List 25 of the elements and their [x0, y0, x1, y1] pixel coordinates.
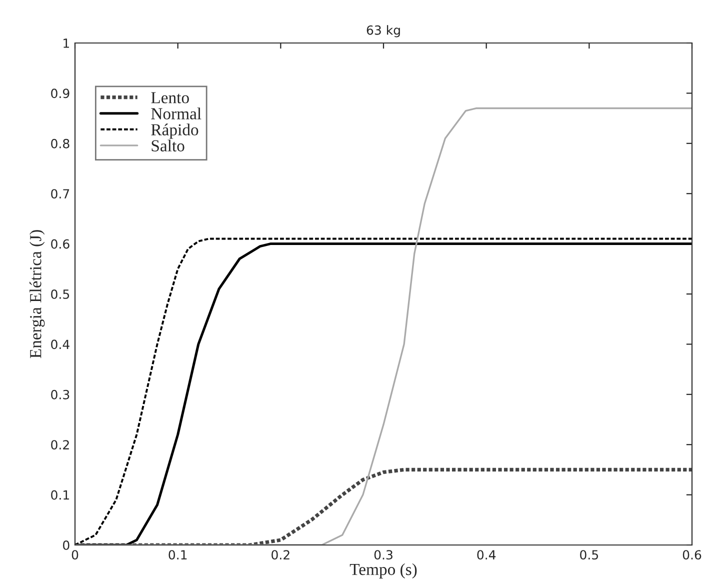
y-tick-label: 0.9	[51, 88, 70, 98]
chart-title: 63 kg	[366, 25, 400, 38]
x-tick-label: 0.6	[682, 550, 702, 560]
x-tick-label: 0.5	[580, 550, 598, 560]
x-tick-label: 0.1	[168, 550, 187, 560]
legend-label: Normal	[151, 108, 202, 120]
y-tick-label: 0.6	[51, 239, 70, 249]
x-tick-label: 0.2	[272, 550, 290, 560]
y-tick-label: 0.3	[51, 390, 70, 400]
y-tick-label: 0.1	[51, 490, 69, 500]
y-tick-label: 0.7	[51, 189, 70, 199]
y-tick-label: 0.8	[51, 138, 70, 148]
y-axis-title: Energia Elétrica (J)	[30, 230, 45, 358]
legend-label: Rápido	[151, 124, 198, 139]
legend-label: Lento	[151, 92, 189, 104]
y-tick-label: 0.5	[51, 289, 70, 299]
y-tick-label: 0.4	[51, 340, 70, 350]
legend-label: Salto	[152, 140, 184, 152]
x-tick-label: 0	[72, 550, 78, 560]
x-axis-title: Tempo (s)	[350, 563, 417, 578]
x-tick-label: 0.3	[374, 550, 392, 560]
y-tick-label: 0	[63, 540, 70, 550]
y-tick-label: 1	[64, 38, 69, 48]
x-tick-label: 0.4	[477, 550, 496, 560]
y-tick-label: 0.2	[51, 440, 69, 450]
